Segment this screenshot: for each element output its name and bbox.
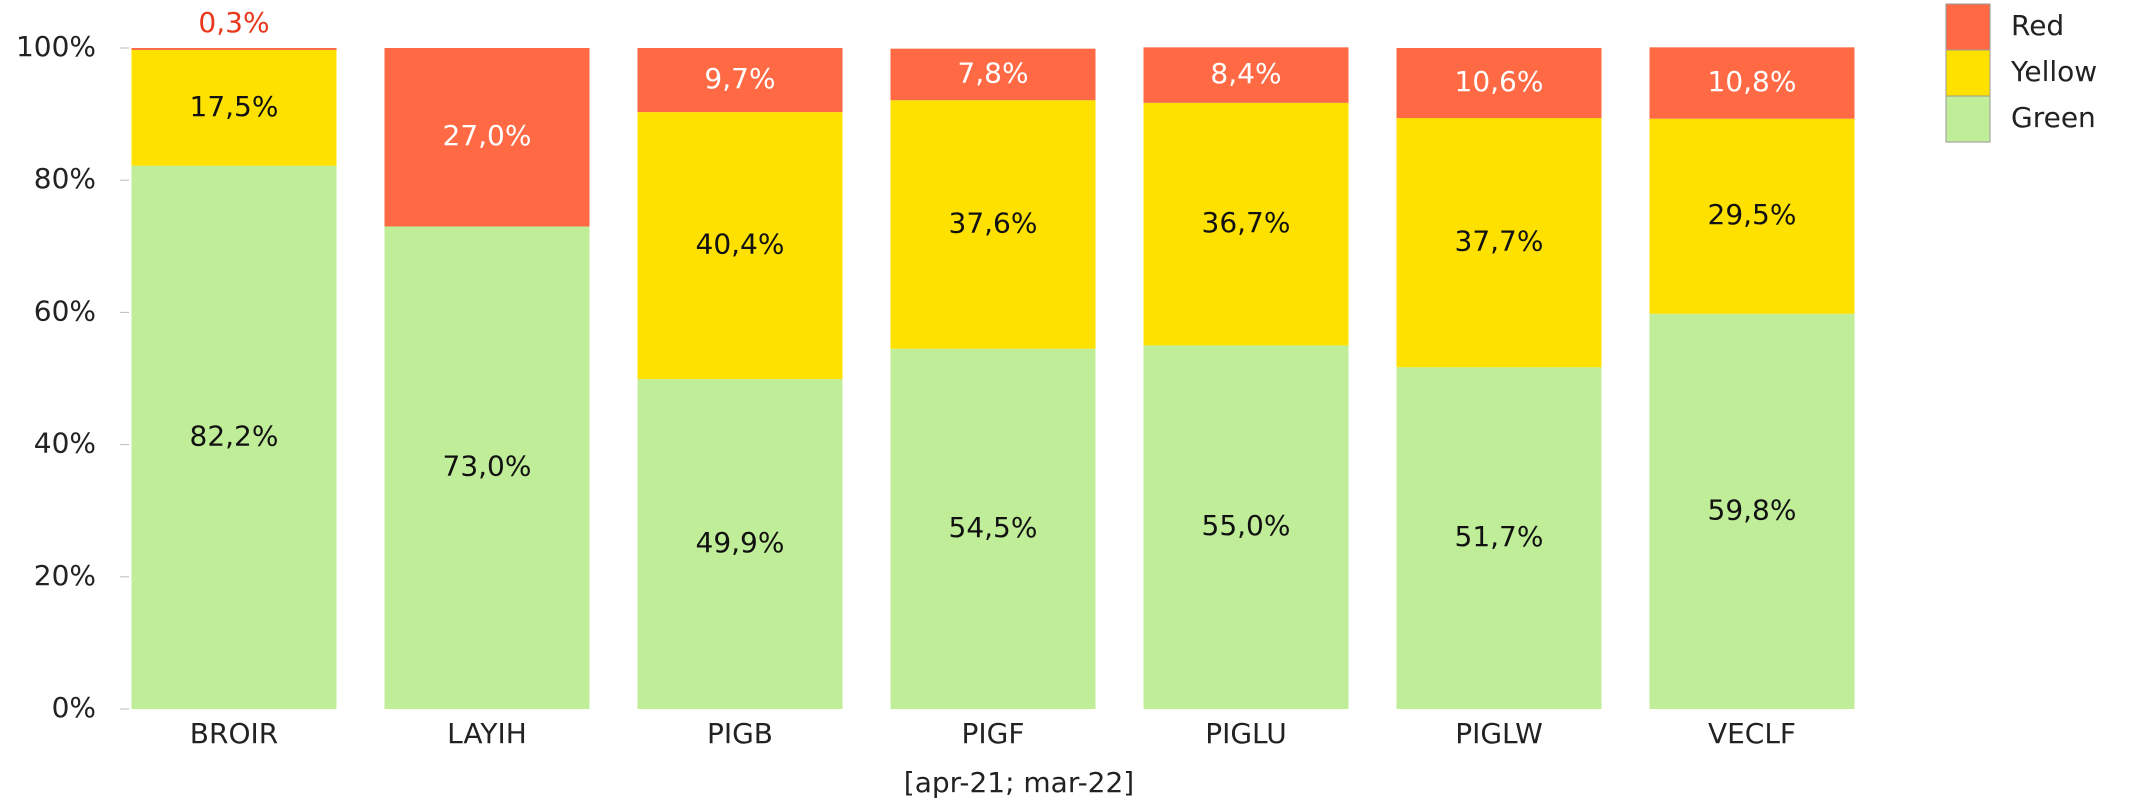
data-label: 40,4% [696,228,785,261]
legend-label: Yellow [2010,55,2097,88]
bar-segment [890,348,1096,709]
data-label: 37,6% [949,206,1038,239]
y-tick-label: 60% [34,294,96,327]
bar-segment [384,48,590,227]
data-label: 27,0% [443,119,532,152]
data-label: 10,6% [1455,65,1544,98]
bar-segment [637,48,843,113]
x-tick-label: PIGF [962,717,1025,750]
bar-segment [1143,102,1349,346]
x-tick-label: VECLF [1708,717,1796,750]
data-label: 73,0% [443,450,532,483]
data-label: 29,5% [1708,198,1797,231]
bar-segment [890,48,1096,101]
data-label: 36,7% [1202,206,1291,239]
bar-segment [131,165,337,709]
x-tick-label: PIGLW [1455,717,1543,750]
data-label: 59,8% [1708,493,1797,526]
data-label: 7,8% [957,56,1028,89]
legend-swatch [1945,95,1991,143]
x-tick-label: PIGLU [1205,717,1287,750]
bar-segment [1396,118,1602,368]
y-tick-label: 0% [52,691,96,724]
bar-segment [131,49,337,166]
data-label: 37,7% [1455,225,1544,258]
data-label: 54,5% [949,511,1038,544]
bar-segment [1396,48,1602,119]
bar-segment [1649,47,1855,119]
bar-segment [384,226,590,709]
bar-segment [1649,313,1855,709]
x-tick-label: BROIR [190,717,278,750]
data-label: 9,7% [704,62,775,95]
data-label: 0,3% [198,6,269,39]
legend-label: Green [2011,101,2096,134]
x-tick-label: LAYIH [447,717,527,750]
bar-segment [1396,367,1602,709]
data-label: 82,2% [190,419,279,452]
data-label: 8,4% [1210,57,1281,90]
legend-label: Red [2011,9,2064,42]
x-axis-title: [apr-21; mar-22] [904,766,1134,799]
y-tick-label: 100% [16,30,96,63]
data-label: 17,5% [190,90,279,123]
y-tick-label: 20% [34,559,96,592]
bar-segment [131,48,337,50]
x-tick-label: PIGB [707,717,773,750]
data-label: 51,7% [1455,520,1544,553]
data-label: 49,9% [696,526,785,559]
legend-swatch [1945,3,1991,51]
data-label: 10,8% [1708,65,1797,98]
bar-segment [637,379,843,709]
legend-swatch [1945,49,1991,97]
bar-segment [890,100,1096,349]
bar-segment [637,112,843,380]
bar-segment [1143,47,1349,103]
y-tick-label: 80% [34,162,96,195]
bar-segment [1649,118,1855,314]
bar-segment [1143,345,1349,709]
data-label: 55,0% [1202,509,1291,542]
y-tick-label: 40% [34,427,96,460]
